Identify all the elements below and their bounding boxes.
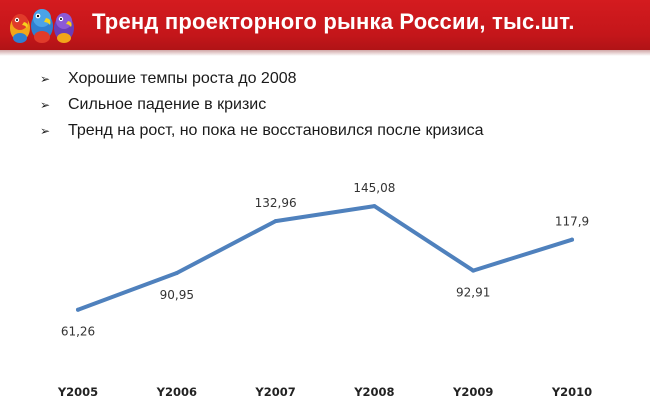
series-line [76, 204, 574, 312]
bullet-list: ➢ Хорошие темпы роста до 2008 ➢ Сильное … [40, 66, 483, 144]
data-label: 90,95 [160, 288, 194, 302]
arrow-bullet-icon: ➢ [40, 124, 51, 138]
title-bar: Тренд проекторного рынка России, тыс.шт. [0, 0, 650, 56]
x-tick-label: Y2005 [57, 385, 98, 399]
data-label: 132,96 [255, 196, 297, 210]
data-point [273, 219, 278, 224]
arrow-bullet-icon: ➢ [40, 72, 51, 86]
slide-title: Тренд проекторного рынка России, тыс.шт. [92, 9, 575, 34]
data-point [76, 307, 80, 312]
data-point [471, 268, 476, 273]
data-label: 117,9 [555, 215, 589, 229]
data-point [174, 271, 179, 276]
data-label: 61,26 [61, 325, 95, 339]
x-tick-label: Y2007 [254, 385, 295, 399]
x-tick-label: Y2008 [353, 385, 394, 399]
data-label: 92,91 [456, 286, 490, 300]
bullet-item: ➢ Хорошие темпы роста до 2008 [40, 66, 483, 92]
x-tick-label: Y2006 [156, 385, 197, 399]
x-tick-label: Y2009 [452, 385, 493, 399]
data-point [372, 204, 377, 209]
arrow-bullet-icon: ➢ [40, 98, 51, 112]
bullet-text: Тренд на рост, но пока не восстановился … [68, 122, 484, 139]
bullet-text: Хорошие темпы роста до 2008 [68, 70, 297, 87]
bullet-text: Сильное падение в кризис [68, 96, 267, 113]
bullet-item: ➢ Сильное падение в кризис [40, 92, 483, 118]
x-tick-label: Y2010 [551, 385, 592, 399]
parrots-logo-icon [10, 9, 74, 43]
data-label: 145,08 [353, 181, 395, 195]
bullet-item: ➢ Тренд на рост, но пока не восстановилс… [40, 118, 483, 144]
data-point [570, 237, 574, 242]
